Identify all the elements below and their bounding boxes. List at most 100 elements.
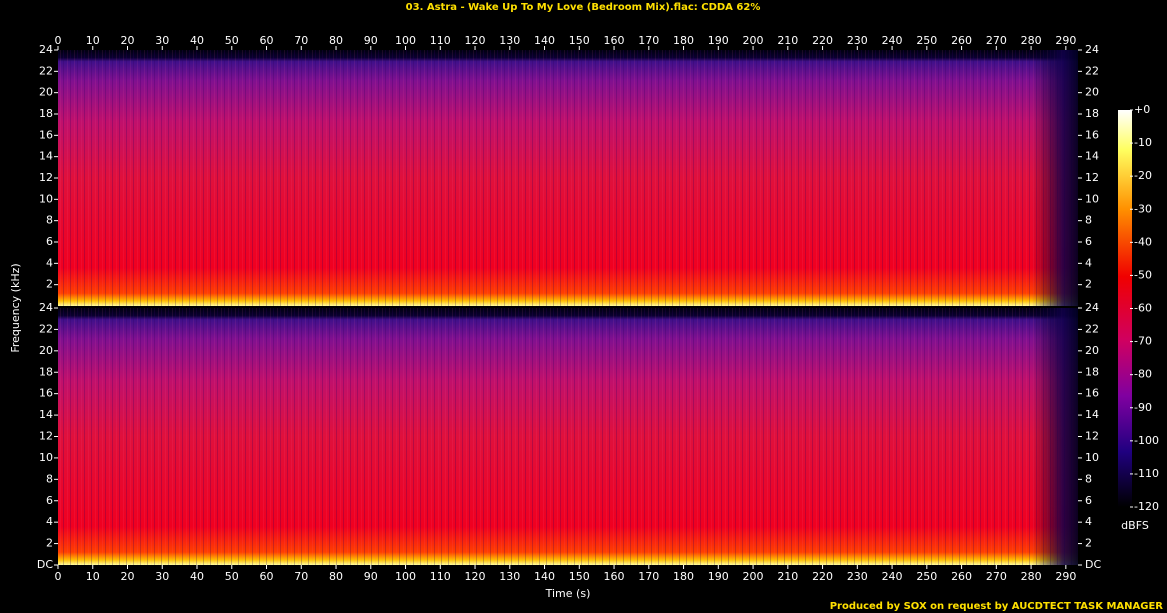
colorbar-tick-label: -110 bbox=[1134, 467, 1159, 480]
y-tick-label: DC bbox=[37, 558, 53, 571]
y-tick-label: 6 bbox=[46, 494, 53, 507]
x-tick-label-top: 50 bbox=[225, 34, 239, 47]
y-tick-label-right: 22 bbox=[1085, 322, 1099, 335]
y-tick-label: 22 bbox=[39, 64, 53, 77]
x-tick-label-top: 220 bbox=[812, 34, 833, 47]
x-tick-label: 220 bbox=[812, 570, 833, 583]
y-tick-label-right: 10 bbox=[1085, 451, 1099, 464]
y-tick-label-right: 12 bbox=[1085, 171, 1099, 184]
x-tick-label-top: 290 bbox=[1055, 34, 1076, 47]
y-tick-label: 16 bbox=[39, 387, 53, 400]
x-tick-label-top: 270 bbox=[986, 34, 1007, 47]
colorbar-tick-label: -20 bbox=[1134, 169, 1152, 182]
y-tick-label: 18 bbox=[39, 365, 53, 378]
y-tick-label: 6 bbox=[46, 235, 53, 248]
x-tick-label-top: 280 bbox=[1021, 34, 1042, 47]
x-tick-label: 70 bbox=[294, 570, 308, 583]
y-tick-label-right: 6 bbox=[1085, 494, 1092, 507]
y-tick-label-right: 14 bbox=[1085, 408, 1099, 421]
colorbar bbox=[1118, 110, 1132, 507]
y-tick-label: 20 bbox=[39, 344, 53, 357]
y-tick-label: 14 bbox=[39, 408, 53, 421]
x-tick-label-top: 150 bbox=[569, 34, 590, 47]
y-tick-label-right: 22 bbox=[1085, 64, 1099, 77]
chart-title: 03. Astra - Wake Up To My Love (Bedroom … bbox=[406, 2, 761, 13]
x-tick-label-top: 190 bbox=[708, 34, 729, 47]
x-tick-label: 90 bbox=[364, 570, 378, 583]
x-tick-label: 100 bbox=[395, 570, 416, 583]
y-tick-label: 4 bbox=[46, 256, 53, 269]
x-tick-label-top: 130 bbox=[499, 34, 520, 47]
y-tick-label: 8 bbox=[46, 472, 53, 485]
x-tick-label: 210 bbox=[777, 570, 798, 583]
x-tick-label: 40 bbox=[190, 570, 204, 583]
x-tick-label-top: 10 bbox=[86, 34, 100, 47]
x-tick-label-top: 120 bbox=[465, 34, 486, 47]
y-tick-label: 24 bbox=[39, 43, 53, 56]
x-tick-label: 190 bbox=[708, 570, 729, 583]
y-tick-label-right: 16 bbox=[1085, 387, 1099, 400]
colorbar-tick-label: -40 bbox=[1134, 235, 1152, 248]
x-tick-label-top: 240 bbox=[882, 34, 903, 47]
y-tick-label: 4 bbox=[46, 515, 53, 528]
x-tick-label: 30 bbox=[155, 570, 169, 583]
footer: Produced by SOX on request by AUCDTECT T… bbox=[830, 601, 1164, 612]
x-tick-label-top: 80 bbox=[329, 34, 343, 47]
y-tick-label: 12 bbox=[39, 171, 53, 184]
x-tick-label: 270 bbox=[986, 570, 1007, 583]
y-tick-label-right: 20 bbox=[1085, 86, 1099, 99]
x-tick-label: 50 bbox=[225, 570, 239, 583]
colorbar-tick-label: -10 bbox=[1134, 136, 1152, 149]
x-tick-label: 200 bbox=[743, 570, 764, 583]
x-tick-label-top: 170 bbox=[638, 34, 659, 47]
spectrogram-bottom bbox=[58, 308, 1078, 565]
x-tick-label: 290 bbox=[1055, 570, 1076, 583]
colorbar-tick-label: +0 bbox=[1134, 103, 1150, 116]
colorbar-tick-label: -50 bbox=[1134, 268, 1152, 281]
x-tick-label-top: 100 bbox=[395, 34, 416, 47]
x-tick-label-top: 60 bbox=[260, 34, 274, 47]
x-tick-label-top: 260 bbox=[951, 34, 972, 47]
y-tick-label-right: 8 bbox=[1085, 214, 1092, 227]
x-tick-label-top: 180 bbox=[673, 34, 694, 47]
y-tick-label-right: 6 bbox=[1085, 235, 1092, 248]
y-tick-label-right: 2 bbox=[1085, 278, 1092, 291]
y-tick-label-right: DC bbox=[1085, 558, 1101, 571]
y-tick-label-right: 18 bbox=[1085, 365, 1099, 378]
y-axis-label: Frequency (kHz) bbox=[9, 263, 22, 352]
y-tick-label-right: 12 bbox=[1085, 430, 1099, 443]
y-tick-label-right: 18 bbox=[1085, 107, 1099, 120]
y-tick-label: 10 bbox=[39, 451, 53, 464]
y-tick-label: 22 bbox=[39, 322, 53, 335]
y-tick-label: 14 bbox=[39, 150, 53, 163]
x-tick-label: 60 bbox=[260, 570, 274, 583]
x-tick-label-top: 90 bbox=[364, 34, 378, 47]
x-tick-label: 160 bbox=[604, 570, 625, 583]
x-tick-label: 20 bbox=[121, 570, 135, 583]
x-tick-label: 80 bbox=[329, 570, 343, 583]
x-tick-label: 230 bbox=[847, 570, 868, 583]
x-tick-label: 130 bbox=[499, 570, 520, 583]
x-tick-label-top: 160 bbox=[604, 34, 625, 47]
x-tick-label: 140 bbox=[534, 570, 555, 583]
colorbar-tick-label: -30 bbox=[1134, 202, 1152, 215]
y-tick-label-right: 4 bbox=[1085, 515, 1092, 528]
x-axis-label: Time (s) bbox=[545, 587, 591, 600]
y-tick-label-right: 2 bbox=[1085, 537, 1092, 550]
x-tick-label: 180 bbox=[673, 570, 694, 583]
colorbar-tick-label: -70 bbox=[1134, 335, 1152, 348]
x-tick-label: 10 bbox=[86, 570, 100, 583]
x-tick-label: 120 bbox=[465, 570, 486, 583]
colorbar-tick-label: -100 bbox=[1134, 434, 1159, 447]
x-tick-label: 250 bbox=[916, 570, 937, 583]
x-tick-label: 240 bbox=[882, 570, 903, 583]
x-tick-label: 110 bbox=[430, 570, 451, 583]
x-tick-label: 170 bbox=[638, 570, 659, 583]
y-tick-label: 18 bbox=[39, 107, 53, 120]
x-tick-label-top: 20 bbox=[121, 34, 135, 47]
x-tick-label: 150 bbox=[569, 570, 590, 583]
y-tick-label: 2 bbox=[46, 278, 53, 291]
x-tick-label-top: 70 bbox=[294, 34, 308, 47]
